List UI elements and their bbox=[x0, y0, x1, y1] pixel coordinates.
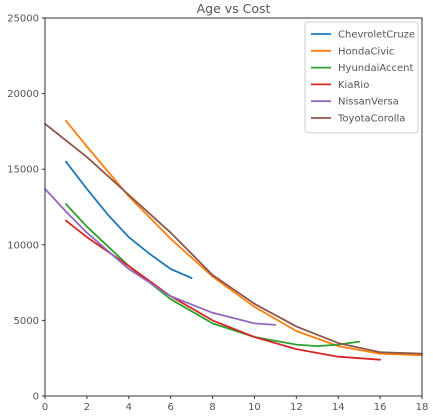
y-tick-label: 0 bbox=[33, 392, 39, 403]
legend-label-hondacivic: HondaCivic bbox=[338, 46, 394, 57]
x-tick-label: 10 bbox=[248, 402, 261, 413]
legend-label-nissanversa: NissanVersa bbox=[338, 97, 399, 108]
x-axis: 0 2 4 6 8 10 12 14 16 18 bbox=[42, 396, 429, 413]
x-tick-label: 14 bbox=[332, 402, 345, 413]
y-tick-label: 15000 bbox=[7, 165, 39, 176]
y-axis: 0 5000 10000 15000 20000 25000 bbox=[7, 14, 45, 403]
x-tick-label: 8 bbox=[209, 402, 215, 413]
series-line-hondacivic bbox=[65, 119, 423, 357]
chart-title: Age vs Cost bbox=[197, 1, 271, 16]
x-tick-label: 12 bbox=[290, 402, 303, 413]
legend-label-hyundaiaccent: HyundaiAccent bbox=[338, 63, 414, 74]
x-tick-label: 18 bbox=[416, 402, 429, 413]
x-tick-label: 4 bbox=[126, 402, 132, 413]
legend-box bbox=[304, 21, 419, 134]
y-tick-label: 25000 bbox=[7, 14, 39, 25]
plot-marks bbox=[44, 119, 423, 361]
legend-label-kiario: KiaRio bbox=[338, 80, 369, 91]
x-tick-label: 0 bbox=[42, 402, 48, 413]
legend-label-toyotacorolla: ToyotaCorolla bbox=[337, 114, 405, 125]
series-line-hyundaiaccent bbox=[65, 203, 361, 347]
x-tick-label: 16 bbox=[374, 402, 387, 413]
y-tick-label: 20000 bbox=[7, 89, 39, 100]
x-tick-label: 2 bbox=[84, 402, 90, 413]
legend-label-chevroletcruze: ChevroletCruze bbox=[338, 30, 415, 41]
series-line-toyotacorolla bbox=[44, 122, 423, 355]
y-tick-label: 5000 bbox=[14, 316, 39, 327]
plot-frame bbox=[44, 17, 423, 397]
series-line-nissanversa bbox=[44, 188, 277, 326]
y-tick-label: 10000 bbox=[7, 240, 39, 251]
x-tick-label: 6 bbox=[167, 402, 173, 413]
series-line-kiario bbox=[65, 219, 381, 361]
series-line-chevroletcruze bbox=[65, 160, 193, 279]
legend: ChevroletCruze HondaCivic HyundaiAccent Kia… bbox=[304, 21, 419, 134]
